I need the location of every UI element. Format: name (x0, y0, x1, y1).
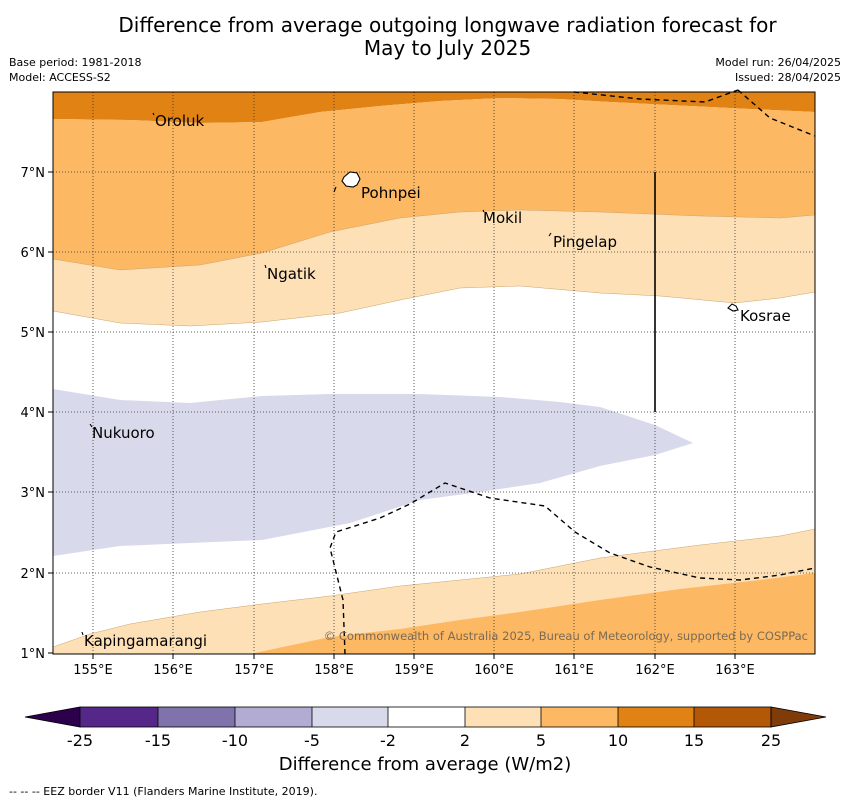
eez-legend-note: -- -- -- EEZ border V11 (Flanders Marine… (9, 785, 317, 798)
anomaly-fill-layer (53, 92, 815, 654)
colorbar: -25 -15 -10 -5 -2 2 5 10 15 25 (25, 707, 826, 750)
colorbar-swatch-4 (312, 707, 388, 727)
colorbar-swatch-9 (694, 707, 771, 727)
lon-tick-156e: 156°E (153, 663, 193, 678)
lon-tick-157e: 157°E (234, 663, 274, 678)
colorbar-swatch-2 (158, 707, 235, 727)
forecast-map: Oroluk Pohnpei Mokil Pingelap Ngatik Kos… (0, 0, 850, 804)
lat-tick-5n: 5°N (21, 326, 46, 341)
colorbar-under-arrow (25, 707, 80, 727)
lat-tick-1n: 1°N (21, 647, 46, 662)
lat-tick-2n: 2°N (21, 567, 46, 582)
colorbar-over-arrow (771, 707, 826, 727)
place-label-kapingamarangi: Kapingamarangi (84, 632, 207, 650)
colorbar-swatch-7 (541, 707, 618, 727)
colorbar-tick-3: -10 (222, 731, 248, 750)
lat-tick-4n: 4°N (21, 406, 46, 421)
place-label-pingelap: Pingelap (553, 233, 617, 251)
colorbar-tick-6: 2 (460, 731, 470, 750)
lat-tick-3n: 3°N (21, 486, 46, 501)
place-label-ngatik: Ngatik (267, 265, 316, 283)
lon-tick-158e: 158°E (314, 663, 354, 678)
lat-tick-6n: 6°N (21, 246, 46, 261)
lon-axis: 155°E 156°E 157°E 158°E 159°E 160°E 161°… (73, 654, 755, 678)
colorbar-tick-5: -2 (380, 731, 396, 750)
colorbar-tick-1: -25 (67, 731, 93, 750)
colorbar-swatch-8 (618, 707, 694, 727)
place-label-kosrae: Kosrae (740, 307, 791, 325)
colorbar-swatch-5 (388, 707, 465, 727)
place-label-oroluk: Oroluk (155, 112, 204, 130)
colorbar-tick-9: 15 (684, 731, 704, 750)
lat-tick-7n: 7°N (21, 166, 46, 181)
colorbar-tick-7: 5 (536, 731, 546, 750)
colorbar-ticks: -25 -15 -10 -5 -2 2 5 10 15 25 (67, 731, 781, 750)
place-label-pohnpei: Pohnpei (361, 184, 421, 202)
colorbar-swatch-6 (465, 707, 541, 727)
lon-tick-163e: 163°E (715, 663, 755, 678)
colorbar-label: Difference from average (W/m2) (0, 754, 850, 775)
colorbar-swatch-3 (235, 707, 312, 727)
colorbar-tick-4: -5 (304, 731, 320, 750)
colorbar-tick-8: 10 (608, 731, 628, 750)
colorbar-swatch-1 (80, 707, 158, 727)
lon-tick-159e: 159°E (394, 663, 434, 678)
colorbar-tick-2: -15 (145, 731, 171, 750)
lon-tick-161e: 161°E (554, 663, 594, 678)
place-label-mokil: Mokil (483, 209, 522, 227)
lon-tick-155e: 155°E (73, 663, 113, 678)
lat-axis: 7°N 6°N 5°N 4°N 3°N 2°N 1°N (21, 166, 54, 662)
lon-tick-160e: 160°E (474, 663, 514, 678)
copyright-notice: © Commonwealth of Australia 2025, Bureau… (324, 629, 808, 643)
lon-tick-162e: 162°E (635, 663, 675, 678)
colorbar-tick-10: 25 (761, 731, 781, 750)
place-label-nukuoro: Nukuoro (92, 424, 155, 442)
